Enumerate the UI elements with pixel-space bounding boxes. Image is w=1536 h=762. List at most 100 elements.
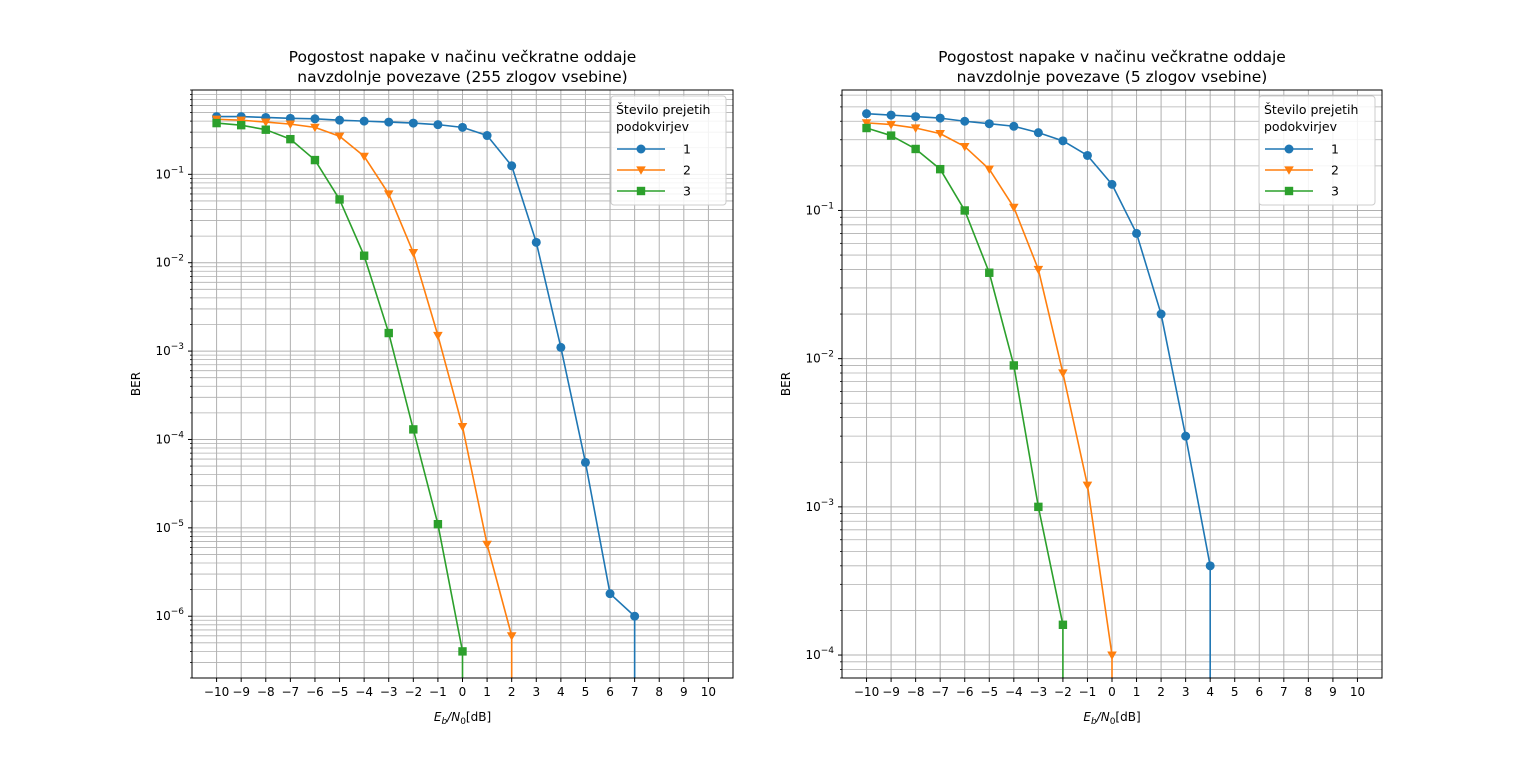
legend-title-line-1: Število prejetih <box>1264 102 1358 117</box>
legend-title-line-2: podokvirjev <box>1264 119 1338 134</box>
data-point <box>886 120 896 130</box>
x-tick-label: −3 <box>1030 685 1048 699</box>
chart-panel-2: −10 −9 −8 −7 −6 −5 −4 −3 −2 −1 0 1 2 3 4 5 6 7 8 9 1010−410−… <box>779 48 1383 727</box>
data-point <box>482 540 492 550</box>
data-point <box>985 268 994 277</box>
y-tick-label: 10−2 <box>805 350 834 366</box>
data-point <box>1132 228 1142 238</box>
legend-marker <box>1284 186 1294 196</box>
y-tick-label: 10−1 <box>155 165 184 181</box>
data-point <box>580 457 590 467</box>
x-tick-label: −6 <box>306 685 324 699</box>
legend-marker <box>1284 166 1294 175</box>
data-point <box>261 125 270 134</box>
data-point <box>935 130 945 139</box>
legend-label-1: 1 <box>683 142 691 157</box>
x-tick-label: 1 <box>483 685 491 699</box>
data-point <box>335 115 345 125</box>
data-point <box>285 120 296 129</box>
data-point <box>959 142 970 152</box>
series-line-2 <box>216 118 513 678</box>
chart-title-line-2: navzdolnje povezave (5 zlogov vsebine) <box>957 68 1268 86</box>
data-point <box>1082 481 1093 490</box>
x-tick-label: 7 <box>631 685 639 699</box>
plot-area <box>861 109 1215 678</box>
y-tick-label: 10−4 <box>805 646 834 662</box>
legend-box <box>1258 95 1376 206</box>
data-point <box>911 144 920 154</box>
data-point <box>482 131 492 141</box>
x-tick-label: −9 <box>232 685 250 699</box>
data-point <box>433 331 443 341</box>
series-1 <box>212 112 640 678</box>
x-tick-label: 2 <box>508 685 516 699</box>
x-tick-label: 0 <box>459 685 467 699</box>
x-tick-label: −6 <box>956 685 974 699</box>
series-2 <box>861 119 1117 678</box>
data-point <box>556 342 566 352</box>
x-tick-label: 5 <box>1231 685 1239 699</box>
x-tick-label: −8 <box>907 685 925 699</box>
legend-label-2: 2 <box>683 163 691 178</box>
legend-label-2: 2 <box>1331 163 1339 178</box>
x-tick-label: −2 <box>404 685 422 699</box>
x-tick-label: −9 <box>882 685 900 699</box>
data-point <box>531 237 541 247</box>
y-tick-label: 10−4 <box>155 430 184 446</box>
data-point <box>862 109 872 119</box>
y-tick-label: 10−5 <box>155 519 184 535</box>
data-point <box>506 632 517 641</box>
x-tick-label: 2 <box>1157 685 1165 699</box>
legend-marker <box>636 186 646 196</box>
y-axis-label: BER <box>779 372 793 396</box>
data-point <box>1058 369 1068 378</box>
data-point <box>630 611 640 621</box>
x-tick-label: −8 <box>257 685 275 699</box>
legend-marker <box>636 166 646 175</box>
data-point <box>335 195 344 204</box>
x-tick-label: 10 <box>701 685 716 699</box>
x-tick-label: −4 <box>1005 685 1023 699</box>
legend-label-3: 3 <box>683 184 691 199</box>
x-tick-label: 3 <box>1182 685 1190 699</box>
data-point <box>1156 309 1166 319</box>
data-point <box>286 134 295 144</box>
series-line-1 <box>216 115 636 678</box>
data-point <box>236 116 246 125</box>
y-tick-label: 10−1 <box>805 201 834 217</box>
x-tick-label: 3 <box>532 685 540 699</box>
x-tick-label: 4 <box>557 685 565 699</box>
x-tick-label: −7 <box>282 685 300 699</box>
x-tick-label: 5 <box>582 685 590 699</box>
legend-title-line-2: podokvirjev <box>616 119 690 134</box>
data-point <box>458 647 467 656</box>
data-point <box>984 119 994 129</box>
x-tick-label: −2 <box>1054 685 1072 699</box>
data-point <box>1009 203 1019 213</box>
x-tick-label: 6 <box>606 685 614 699</box>
data-point <box>310 114 320 124</box>
y-axis: 10−4 10−3 10−2 10−1 <box>805 94 842 679</box>
data-point <box>1058 620 1068 629</box>
legend-marker <box>636 144 646 154</box>
plot-area <box>211 112 640 678</box>
y-tick-label: 10−6 <box>155 607 184 623</box>
data-point <box>910 124 921 133</box>
legend-box <box>610 95 727 206</box>
y-tick-label: 10−2 <box>155 254 184 270</box>
x-axis-label: Eb/N0[dB] <box>1083 710 1140 727</box>
data-point <box>433 519 443 529</box>
x-tick-label: 0 <box>1108 685 1116 699</box>
x-axis-label: Eb/N0[dB] <box>434 710 491 727</box>
legend: Število prejetih podokvirjev 1 2 3 <box>1258 95 1376 206</box>
x-tick-label: 10 <box>1350 685 1365 699</box>
x-tick-label: −5 <box>980 685 998 699</box>
x-tick-label: 9 <box>680 685 688 699</box>
legend-label-3: 3 <box>1331 184 1339 199</box>
chart-title-line-2: navzdolnje povezave (255 zlogov vsebine) <box>297 68 627 86</box>
chart-title-line-1: Pogostost napake v načinu večkratne odda… <box>289 48 637 66</box>
data-point <box>1033 128 1043 138</box>
legend-title-line-1: Število prejetih <box>616 102 710 117</box>
legend-marker <box>1284 144 1294 154</box>
